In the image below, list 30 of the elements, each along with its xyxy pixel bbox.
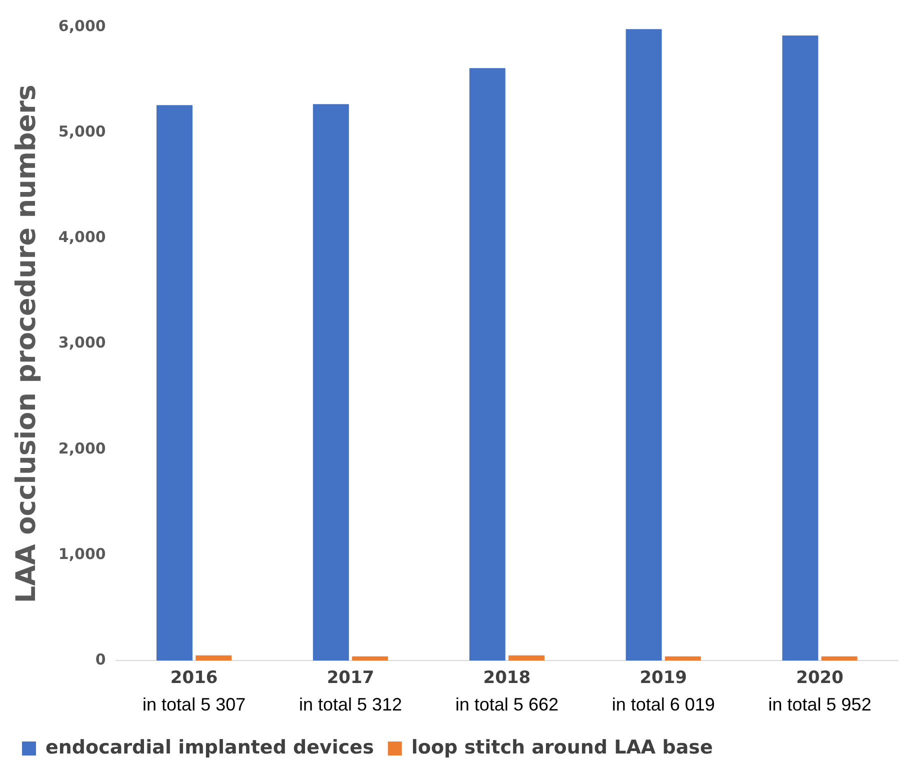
y-tick-label: 2,000 <box>58 439 106 458</box>
y-axis-title: LAA occlusion procedure numbers <box>11 84 42 604</box>
bar <box>196 655 232 661</box>
legend-label: loop stitch around LAA base <box>411 736 713 758</box>
x-tick-label: 2019 <box>640 668 688 688</box>
bar <box>469 68 506 661</box>
bar <box>352 656 388 661</box>
bar <box>626 29 662 661</box>
text: in total 5 662 <box>455 694 558 715</box>
bar <box>508 655 544 661</box>
bar <box>156 105 192 661</box>
y-tick-label: 3,000 <box>58 334 106 352</box>
x-tick-label: 2016 <box>170 668 218 688</box>
bar <box>312 104 349 661</box>
legend-label: endocardial implanted devices <box>46 736 374 758</box>
text: in total 5 952 <box>768 694 872 715</box>
bar <box>782 35 818 661</box>
y-tick-label: 5,000 <box>58 122 106 140</box>
y-tick-label: 6,000 <box>58 16 106 35</box>
y-tick-label: 0 <box>95 650 106 668</box>
bar <box>664 656 701 661</box>
y-tick-label: 1,000 <box>58 544 106 563</box>
y-tick-label: 4,000 <box>58 228 106 246</box>
x-tick-label: 2017 <box>326 668 374 688</box>
text: in total 5 307 <box>142 694 246 715</box>
x-tick-label: 2018 <box>483 668 531 688</box>
bar <box>821 656 858 661</box>
x-tick-label: 2020 <box>796 668 844 688</box>
text: in total 6 019 <box>612 694 715 715</box>
text: in total 5 312 <box>298 694 402 715</box>
